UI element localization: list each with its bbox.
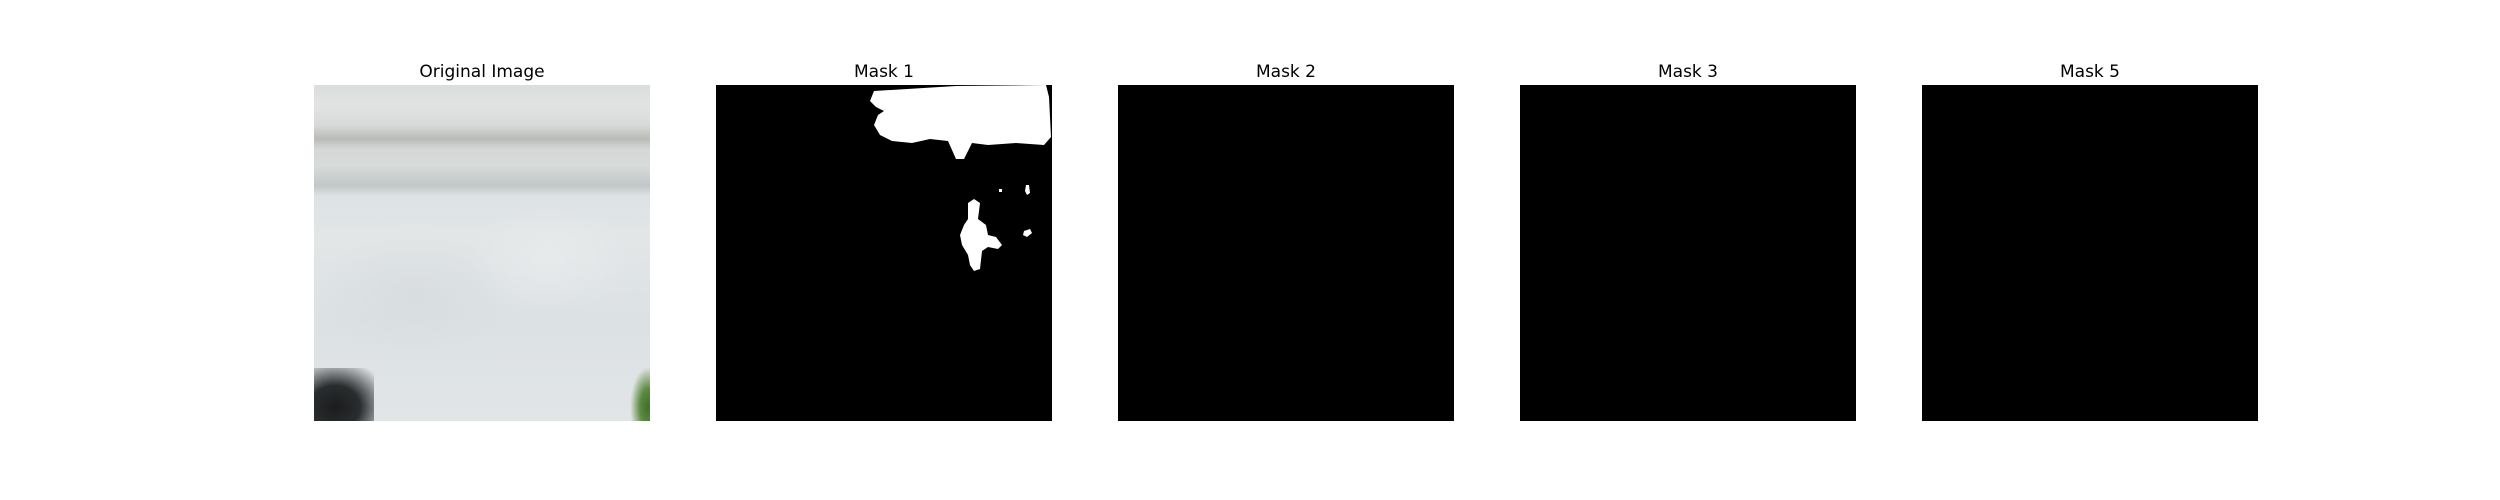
- dark-object-region: [314, 368, 374, 421]
- panel-title: Original Image: [419, 62, 545, 82]
- panel-title: Mask 3: [1657, 62, 1718, 82]
- panel-mask-5: Mask 5: [1922, 60, 2258, 421]
- panel-title: Mask 5: [2059, 62, 2120, 82]
- mask-speck-upper-right: [1025, 185, 1030, 195]
- mask-2-image: [1118, 85, 1454, 421]
- panel-mask-2: Mask 2: [1118, 60, 1454, 421]
- mask-speck-right: [1023, 229, 1032, 237]
- mask-1-regions: [870, 85, 1051, 271]
- original-image: [314, 85, 650, 421]
- panel-mask-3: Mask 3: [1520, 60, 1856, 421]
- foliage-region: [630, 355, 650, 421]
- mask-speck-center: [999, 189, 1002, 192]
- mask-1-image: [716, 85, 1052, 421]
- mask-region-middle: [960, 199, 1002, 271]
- panel-title: Mask 1: [853, 62, 914, 82]
- panel-title: Mask 2: [1255, 62, 1316, 82]
- panel-original-image: Original Image: [314, 60, 650, 421]
- mask-3-image: [1520, 85, 1856, 421]
- panel-mask-1: Mask 1: [716, 60, 1052, 421]
- mask-region-top: [870, 85, 1051, 159]
- mask-5-image: [1922, 85, 2258, 421]
